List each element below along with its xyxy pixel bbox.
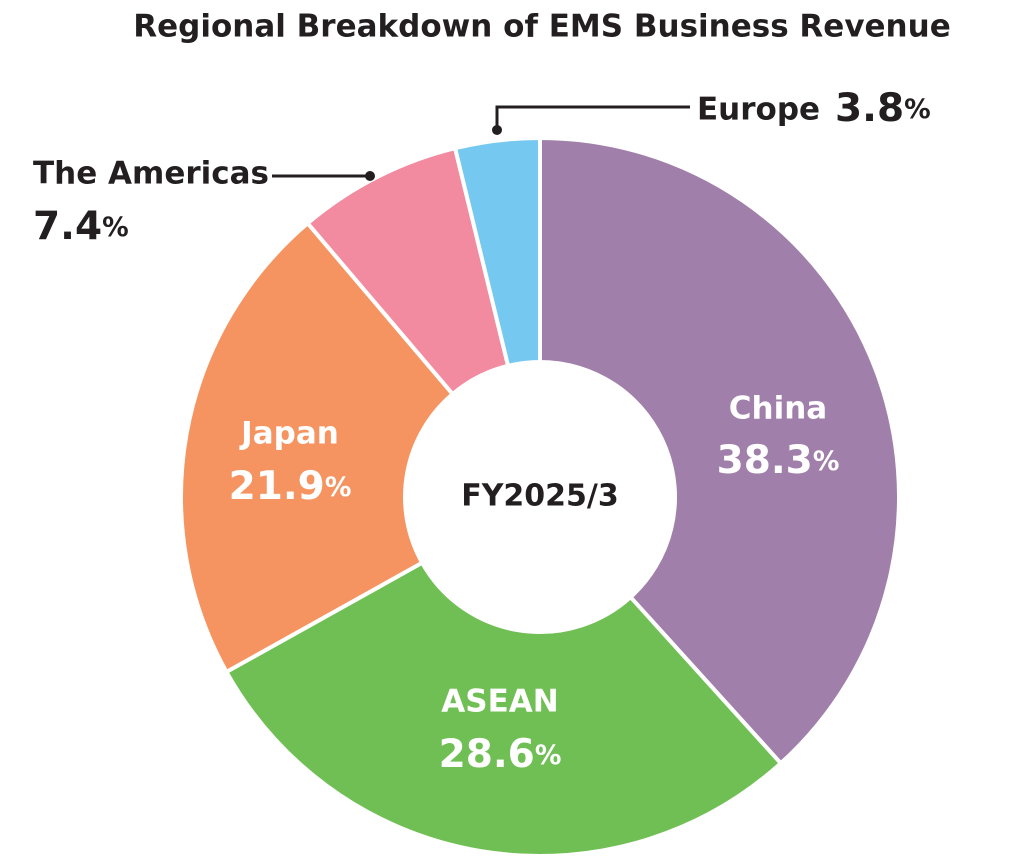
slice: [223, 560, 784, 858]
chart-title: Regional Breakdown of EMS Business Reven…: [133, 9, 950, 45]
value-label: 38.3%: [717, 438, 840, 483]
leader-line: [495, 105, 690, 130]
slice-label: Europe: [697, 92, 820, 128]
value-label: 28.6%: [439, 732, 562, 777]
slice-label: ASEAN: [441, 684, 558, 720]
slice: [452, 135, 542, 369]
slice-label: Japan: [239, 416, 339, 452]
value-label: 7.4%: [33, 204, 129, 249]
slice-label: China: [729, 391, 827, 427]
slice: [179, 220, 456, 675]
value-label: 3.8%: [835, 86, 931, 131]
center-label: FY2025/3: [461, 479, 619, 514]
leader-dot: [492, 125, 502, 135]
slices: [179, 135, 901, 858]
leader-lines: [272, 105, 690, 178]
value-label: 21.9%: [229, 464, 352, 509]
slice-label: The Americas: [33, 156, 269, 192]
slice: [538, 135, 901, 767]
leader-dot: [365, 171, 375, 181]
